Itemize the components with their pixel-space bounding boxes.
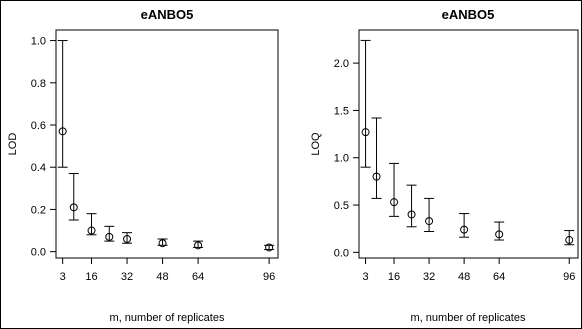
data-point xyxy=(58,127,67,136)
x-tick-label: 3 xyxy=(363,271,369,283)
data-point xyxy=(265,243,274,252)
data-point xyxy=(158,239,167,248)
x-tick-label: 16 xyxy=(388,271,400,283)
x-tick-label: 64 xyxy=(192,271,204,283)
x-tick-label: 48 xyxy=(156,271,168,283)
chart-panel-1: eANBO5 0.0 0.2 0.4 0.6 0.8 1.0 3 16 32 48 64 96 m, nu… xyxy=(7,7,279,324)
x-tick-label: 96 xyxy=(263,271,275,283)
y-tick-label: 1.5 xyxy=(334,105,349,117)
x-tick-label: 96 xyxy=(563,271,575,283)
plot-box xyxy=(55,29,279,259)
x-tick-label: 32 xyxy=(423,271,435,283)
y-axis-label: LOD xyxy=(7,133,19,156)
data-point xyxy=(390,198,399,207)
chart-title: eANBO5 xyxy=(141,7,194,22)
x-axis-label: m, number of replicates xyxy=(411,312,526,324)
y-tick-label: 0.0 xyxy=(31,247,46,259)
y-tick-label: 1.0 xyxy=(31,36,46,48)
data-point xyxy=(565,236,574,245)
y-tick-label: 0.5 xyxy=(334,200,349,212)
data-point xyxy=(194,241,203,250)
y-axis-label: LOQ xyxy=(310,132,322,156)
chart-panel-2: eANBO5 0.0 0.5 1.0 1.5 2.0 3 16 32 48 64 96 m, numbe… xyxy=(310,7,579,324)
x-tick-label: 3 xyxy=(60,271,66,283)
x-tick-label: 48 xyxy=(458,271,470,283)
data-point xyxy=(407,210,416,219)
plot-box xyxy=(358,29,579,259)
y-tick-label: 1.0 xyxy=(334,153,349,165)
x-tick-label: 32 xyxy=(121,271,133,283)
data-point xyxy=(105,232,114,241)
data-point xyxy=(87,226,96,235)
y-tick-label: 0.6 xyxy=(31,120,46,132)
x-tick-label: 16 xyxy=(85,271,97,283)
data-point xyxy=(460,225,469,234)
y-tick-label: 0.8 xyxy=(31,78,46,90)
data-point xyxy=(69,203,78,212)
chart-title: eANBO5 xyxy=(442,7,495,22)
data-point xyxy=(425,217,434,226)
y-tick-label: 0.2 xyxy=(31,204,46,216)
data-point xyxy=(495,230,504,239)
x-axis-label: m, number of replicates xyxy=(110,312,225,324)
data-point xyxy=(361,128,370,137)
y-tick-label: 0.0 xyxy=(334,247,349,259)
x-tick-label: 64 xyxy=(493,271,505,283)
y-tick-label: 2.0 xyxy=(334,58,349,70)
y-tick-label: 0.4 xyxy=(31,162,46,174)
data-point xyxy=(123,235,132,243)
data-point xyxy=(372,172,381,181)
